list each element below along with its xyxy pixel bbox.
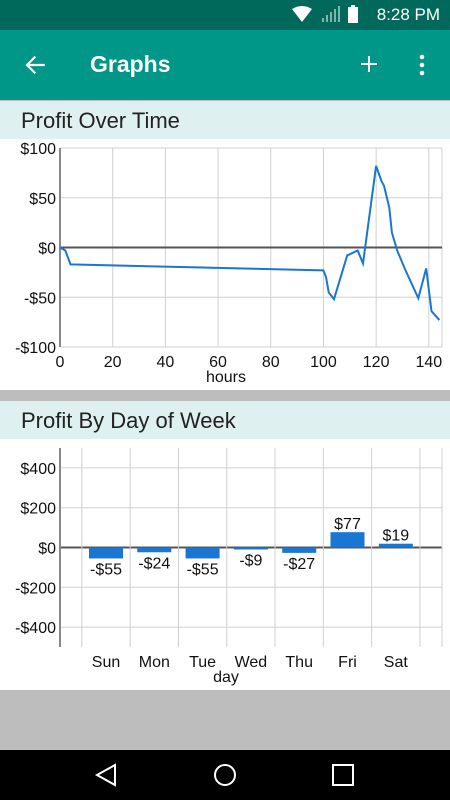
nav-home-icon[interactable] [214,764,236,786]
wifi-icon [292,6,312,22]
bar-tue [185,547,220,559]
y-tick-label: -$200 [15,580,56,597]
y-tick-label: -$100 [15,340,56,357]
bar-sat [378,543,413,548]
y-tick-label: $50 [29,191,56,208]
bar-value-label: -$55 [90,561,122,578]
x-tick-label: Sat [384,654,409,671]
arrow-left-icon[interactable] [22,52,48,78]
nav-buttons [94,763,354,787]
more-vert-icon[interactable] [410,52,434,78]
section-header-profit-over-time: Profit Over Time [0,101,450,139]
y-tick-label: -$50 [24,290,56,307]
x-tick-label: Fri [338,654,357,671]
profit-by-day-chart: $400 $200 $0 -$200 -$400 -$55 Sun -$24 Mon -$55 Tu… [15,448,443,686]
section-title: Profit Over Time [21,108,180,133]
y-tick-label: $100 [20,141,56,158]
bar-wed [233,547,268,550]
x-tick-label: 80 [262,354,280,371]
app-title: Graphs [90,51,171,77]
x-tick-label: 0 [56,354,65,371]
y-tick-label: -$400 [15,620,56,637]
x-tick-label: Tue [189,654,216,671]
x-axis-title: hours [206,369,246,386]
profit-over-time-chart: 0 20 40 60 80 100 120 140 $100 $50 $0 -$50 -$100 hour… [15,141,443,386]
x-tick-label: Sun [92,654,120,671]
bar-value-label: -$24 [138,555,170,572]
y-tick-label: $200 [20,501,56,518]
bar-sun [89,547,123,559]
bar-value-label: -$55 [187,561,219,578]
x-tick-label: Mon [139,654,170,671]
bar-mon [137,547,172,553]
x-tick-label: Wed [235,654,268,671]
navigation-bar [0,750,450,800]
bar-value-label: $19 [382,528,409,545]
x-tick-label: 60 [209,354,227,371]
plus-icon[interactable] [357,52,381,76]
x-tick-label: 40 [156,354,174,371]
x-tick-label: 140 [415,354,442,371]
chart-panel-profit-by-day: $400 $200 $0 -$200 -$400 -$55 Sun -$24 Mon -$55 Tu… [0,439,450,690]
y-tick-label: $400 [20,461,56,478]
chart-panel-profit-over-time: 0 20 40 60 80 100 120 140 $100 $50 $0 -$50 -$100 hour… [0,139,450,390]
app-bar: Graphs [0,30,450,100]
signal-icon [322,6,340,22]
status-icons [292,5,358,23]
bar-thu [282,547,317,553]
nav-back-icon[interactable] [94,763,116,787]
nav-recents-icon[interactable] [332,764,354,786]
x-tick-label: 120 [363,354,390,371]
battery-icon [348,5,358,23]
bar-fri [330,532,365,548]
x-axis-title: day [213,669,239,686]
y-tick-label: $0 [38,241,56,258]
status-time: 8:28 PM [376,5,440,24]
bar-value-label: $77 [334,516,361,533]
x-tick-label: Thu [285,654,313,671]
status-bar: 8:28 PM [0,0,450,30]
bar-value-label: -$9 [239,553,262,570]
x-tick-label: 100 [310,354,337,371]
x-tick-label: 20 [104,354,122,371]
y-tick-label: $0 [38,541,56,558]
section-header-profit-by-day: Profit By Day of Week [0,401,450,439]
bar-value-label: -$27 [283,556,315,573]
series-line [59,165,441,321]
section-title: Profit By Day of Week [21,408,236,433]
